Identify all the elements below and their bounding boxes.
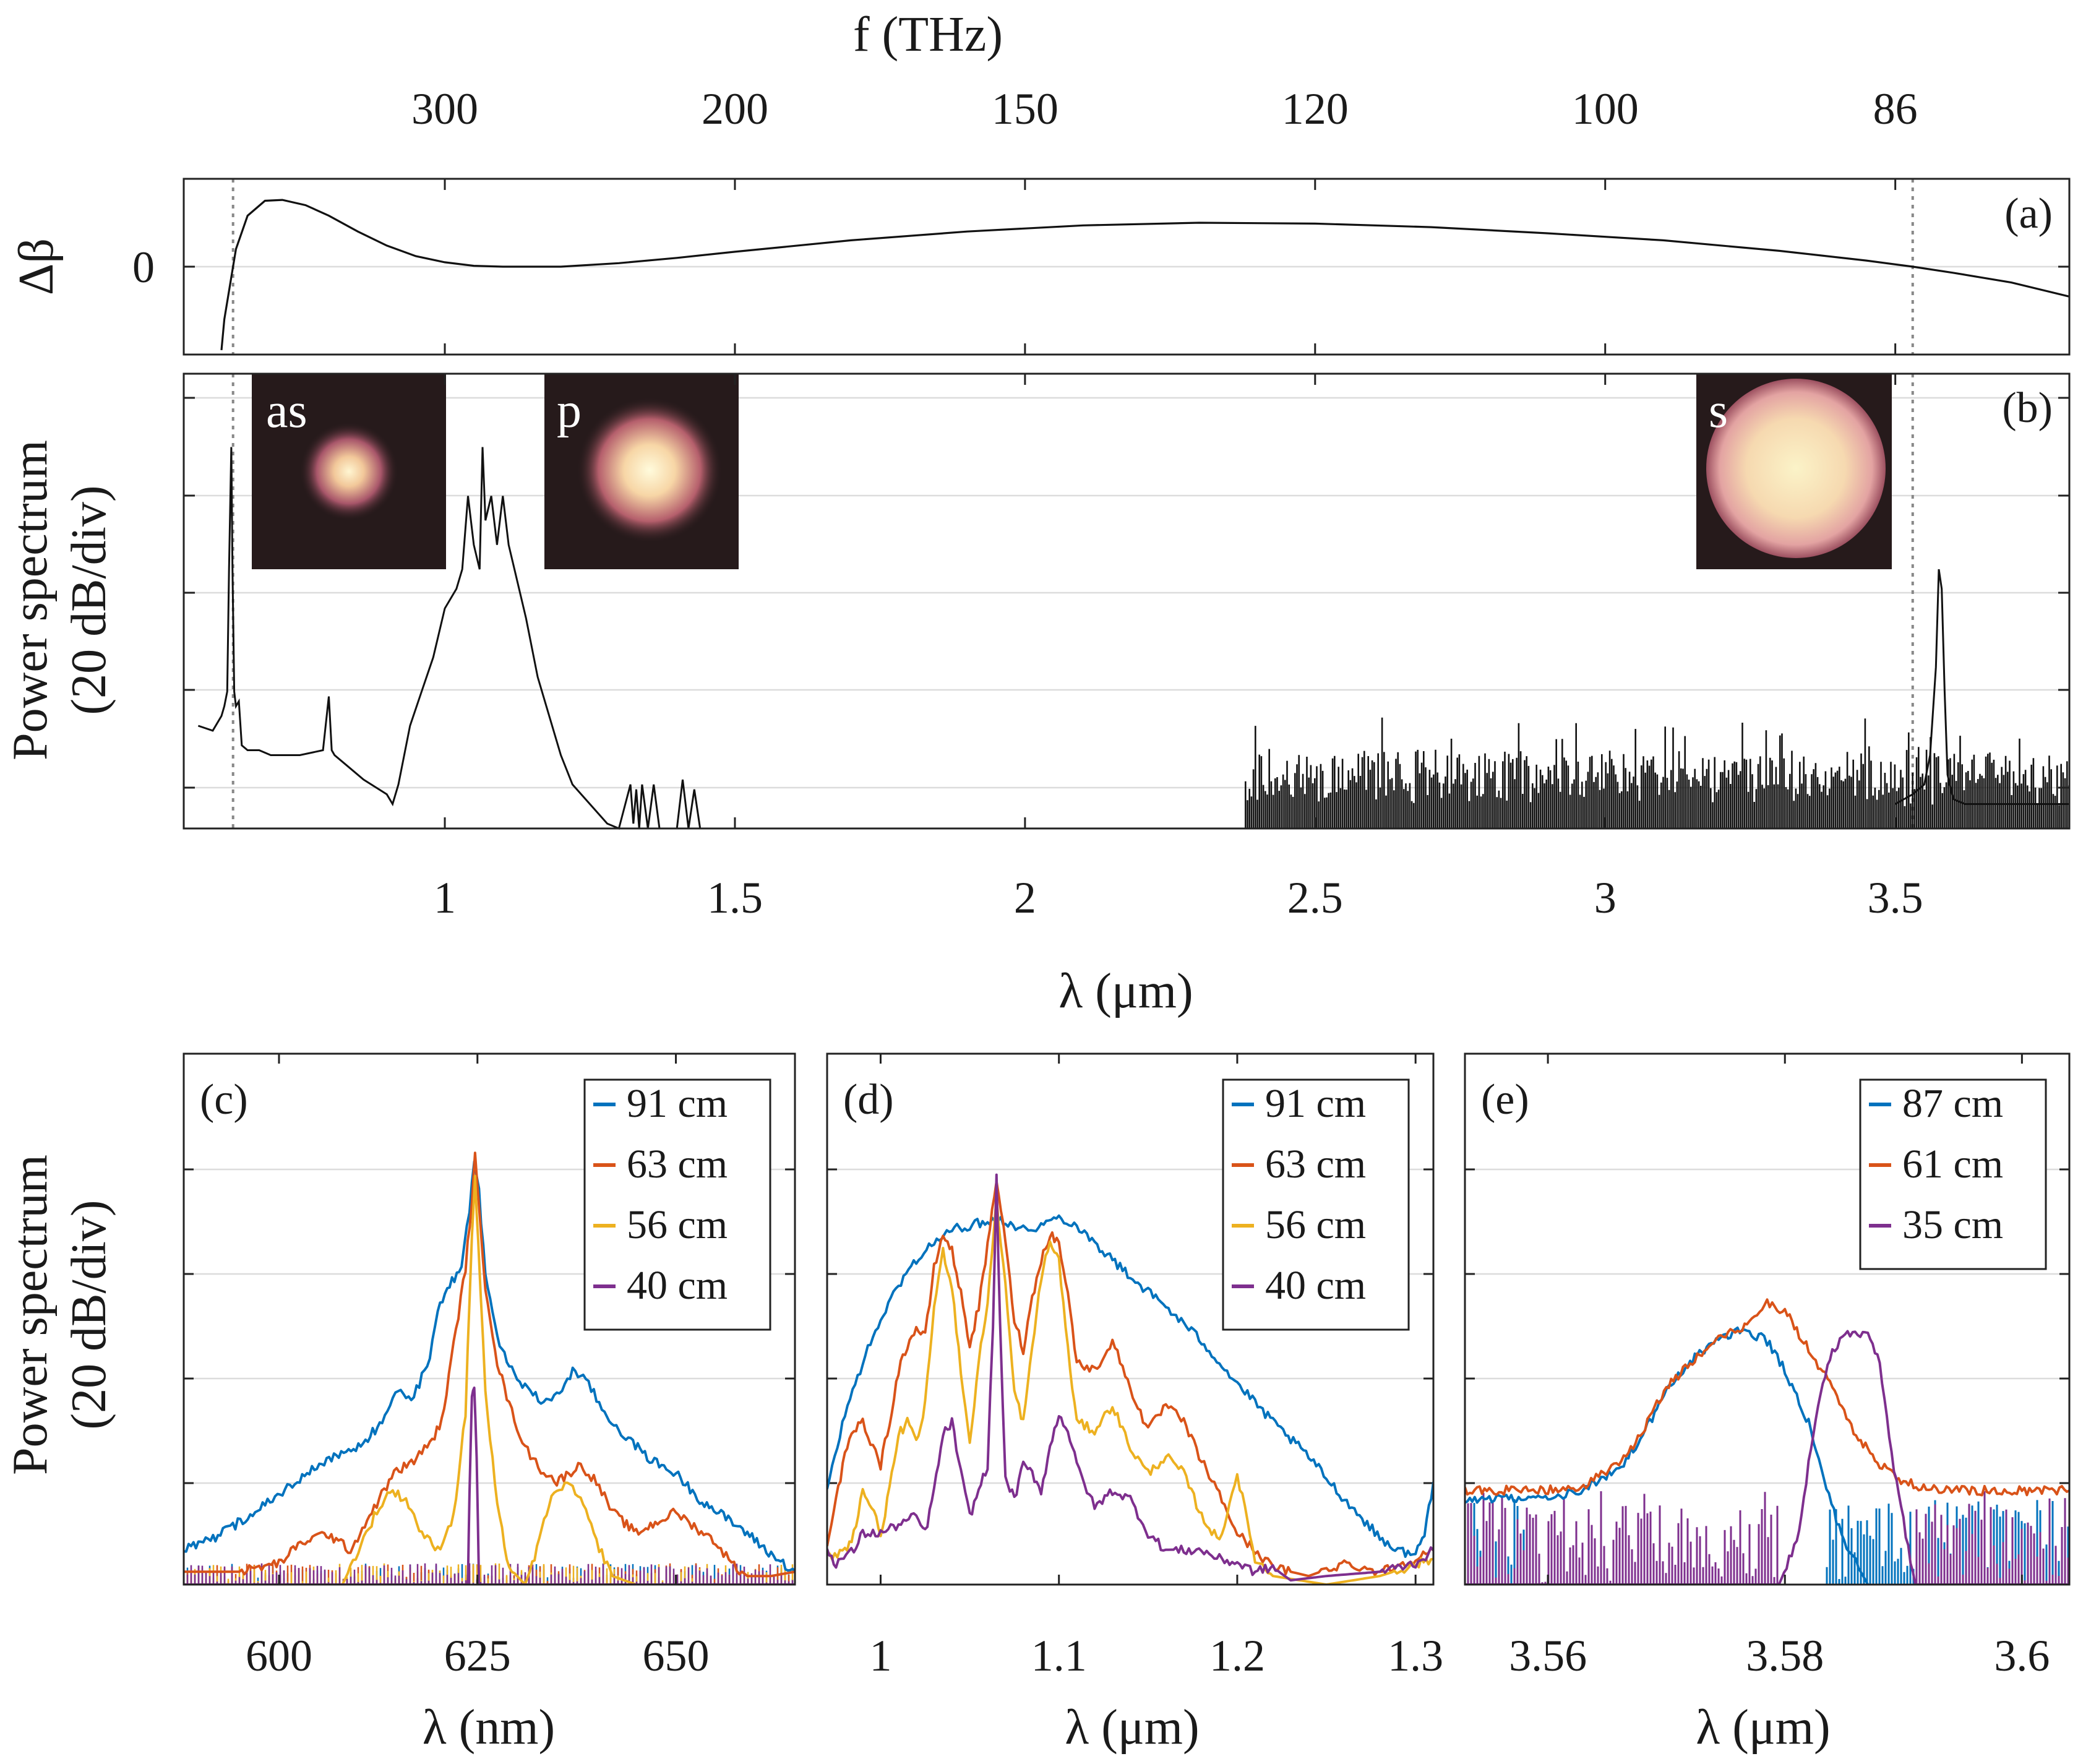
panel-c: 600 625 650 (c) 91 cm 63 cm 56 cm 40 cm: [182, 1052, 796, 1680]
inset-s: s: [1696, 374, 1892, 569]
top-axis-title: f (THz): [853, 7, 1003, 62]
panel-d-legend-label: 63 cm: [1265, 1142, 1366, 1187]
panel-c-series-56-cm: [184, 1174, 795, 1585]
panel-c-series-40-cm: [184, 1386, 795, 1585]
panel-d-series-40-cm: [827, 1173, 1433, 1582]
panel-b-xtick-label: 3.5: [1868, 873, 1923, 923]
panel-c-ylabel-line2: (20 dB/div): [62, 1200, 116, 1429]
panel-d-series-63-cm: [827, 1180, 1433, 1578]
panel-b-frame: [182, 372, 2071, 830]
panel-e-legend-label: 87 cm: [1902, 1081, 2003, 1126]
inset-as-beam: [299, 422, 398, 521]
top-axis-ticks: 300 200 150 120 100 86: [411, 84, 1918, 190]
panel-e-xlabel: λ (μm): [1696, 1700, 1830, 1755]
panel-a-label: (a): [2004, 190, 2053, 238]
panel-c-ylabel-line1: Power spectrum: [3, 1155, 58, 1475]
panel-c-series-63-cm: [184, 1151, 795, 1578]
panel-c-series-91-cm: [184, 1160, 795, 1573]
panel-d-legend-label: 56 cm: [1265, 1202, 1366, 1247]
inset-p-label: p: [557, 384, 582, 438]
panel-d-xtick-label: 1.1: [1031, 1631, 1087, 1680]
panel-a-ylabel: Δβ: [9, 238, 64, 295]
panel-d-xtick-label: 1: [869, 1631, 891, 1680]
panel-e-series-61-cm: [1465, 1298, 2069, 1497]
panel-b-marker-lines: [231, 374, 1914, 828]
panel-d-plot-area: [827, 1173, 1433, 1585]
inset-p-beam: [577, 397, 723, 543]
panel-b-label: (b): [2002, 384, 2053, 432]
panel-a-ytick-zero: 0: [132, 243, 155, 292]
inset-p: p: [544, 374, 739, 569]
panel-b-ylabel-line2: (20 dB/div): [62, 485, 116, 715]
panel-b-xtick-label: 2: [1014, 873, 1036, 923]
panel-d-xtick-label: 1.2: [1209, 1631, 1265, 1680]
panel-b: as p s 1 1.5 2 2.5 3 3.5 (b) Power spectrum (…: [3, 372, 2071, 1018]
delta-beta-curve: [220, 199, 2070, 351]
panel-a-ticks: [184, 265, 2069, 355]
panel-b-xtick-label: 3: [1594, 873, 1617, 923]
panel-c-label: (c): [200, 1076, 248, 1124]
top-axis-tick-label: 100: [1572, 84, 1639, 134]
panel-b-xtick-label: 1.5: [707, 873, 763, 923]
panel-c-legend-label: 40 cm: [627, 1263, 728, 1308]
panel-c-legend-label: 56 cm: [627, 1202, 728, 1247]
panel-e-plot-area: [1465, 1298, 2069, 1585]
panel-e: 3.56 3.58 3.6 (e) 87 cm 61 cm 35 cm: [1464, 1052, 2071, 1680]
panel-e-xtick-label: 3.56: [1509, 1631, 1587, 1680]
panel-e-xtick-label: 3.58: [1746, 1631, 1824, 1680]
panel-d-series-91-cm: [827, 1213, 1433, 1558]
panel-c-plot-area: [184, 1151, 795, 1585]
panel-d-legend-label: 40 cm: [1265, 1263, 1366, 1308]
panel-c-legend-label: 91 cm: [627, 1081, 728, 1126]
inset-s-beam: [1706, 379, 1886, 558]
panel-b-ylabel-line1: Power spectrum: [3, 440, 58, 760]
panel-b-ticks: 1 1.5 2 2.5 3 3.5: [184, 374, 2069, 923]
top-axis-tick-label: 120: [1282, 84, 1349, 134]
top-axis-tick-label: 200: [702, 84, 768, 134]
panel-e-frame: [1464, 1052, 2071, 1586]
spectrum-trace: [197, 447, 1246, 830]
panel-d-frame: [826, 1052, 1435, 1586]
panel-d-xtick-label: 1.3: [1388, 1631, 1443, 1680]
inset-as: as: [252, 374, 446, 569]
panel-d-legend-label: 91 cm: [1265, 1081, 1366, 1126]
panel-c-xtick-label: 650: [643, 1631, 710, 1680]
panel-e-legend-label: 61 cm: [1902, 1142, 2003, 1187]
top-axis-tick-label: 300: [411, 84, 478, 134]
signal-peak-trace: [1894, 569, 2069, 805]
panel-c-legend-label: 63 cm: [627, 1142, 728, 1187]
top-axis-tick-label: 150: [992, 84, 1058, 134]
inset-s-label: s: [1709, 384, 1728, 438]
panel-b-xtick-label: 2.5: [1287, 873, 1343, 923]
panel-c-xlabel: λ (nm): [423, 1700, 555, 1755]
top-axis-tick-label: 86: [1873, 84, 1918, 134]
panel-d-xlabel: λ (μm): [1065, 1700, 1199, 1755]
panel-a: 0 Δβ (a): [9, 178, 2071, 356]
panel-c-xtick-label: 600: [246, 1631, 312, 1680]
panel-e-legend-label: 35 cm: [1902, 1202, 2003, 1247]
panel-e-label: (e): [1481, 1076, 1529, 1124]
inset-as-label: as: [266, 384, 307, 438]
panel-e-legend-box: [1859, 1078, 2047, 1270]
panel-c-frame: [182, 1052, 796, 1586]
panel-d: 1 1.1 1.2 1.3 (d) 91 cm 63 cm 56 cm 40 cm: [826, 1052, 1443, 1680]
panel-d-label: (d): [843, 1076, 894, 1124]
panel-e-series-87-cm: [1465, 1326, 1870, 1585]
panel-e-noise-2: [1465, 1491, 2069, 1585]
panel-e-xtick-label: 3.6: [1994, 1631, 2050, 1680]
panel-b-xtick-label: 1: [434, 873, 456, 923]
panel-b-xlabel: λ (μm): [1058, 964, 1193, 1018]
panel-c-xtick-label: 625: [444, 1631, 511, 1680]
